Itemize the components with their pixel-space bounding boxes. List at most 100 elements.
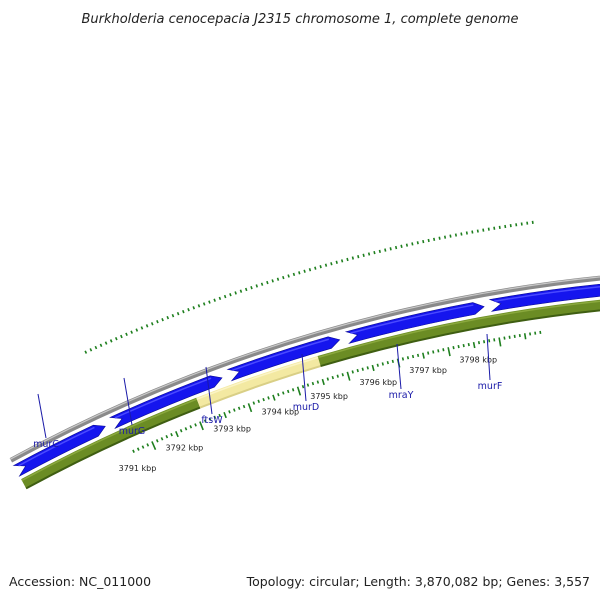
feature-band-light-edge (196, 356, 319, 400)
scale-minor-tick (223, 411, 227, 419)
outer-dot (340, 259, 344, 263)
outer-dot (223, 294, 227, 299)
gene-label[interactable]: murD (293, 402, 320, 413)
outer-dot (239, 289, 243, 293)
scale-minor-tick (189, 425, 193, 429)
outer-dot (416, 241, 419, 245)
outer-dot (266, 280, 269, 285)
gene-arrow[interactable] (109, 375, 223, 430)
scale-minor-tick (341, 373, 344, 377)
scale-tick-label: 3797 kbp (409, 366, 447, 375)
outer-dot (161, 317, 164, 322)
scale-minor-tick (503, 336, 506, 340)
scale-minor-tick (306, 383, 310, 387)
gene-arrow-sheen (114, 377, 212, 419)
outer-dot (378, 249, 381, 253)
scale-minor-tick (442, 348, 445, 352)
outer-dot (427, 238, 430, 243)
gene-arrow[interactable] (12, 424, 106, 477)
outer-dot (384, 248, 387, 252)
gene-label[interactable]: mraY (389, 390, 414, 401)
gene-label[interactable]: murF (478, 381, 503, 392)
backbone-highlight (10, 276, 600, 460)
outer-dot (135, 328, 139, 332)
scale-major-tick (447, 347, 451, 357)
scale-minor-tick (336, 374, 339, 378)
gene-leader-line (396, 343, 402, 390)
scale-tick-label: 3792 kbp (166, 444, 204, 453)
outer-dot (166, 315, 170, 320)
outer-dot (324, 263, 328, 267)
scale-minor-tick (401, 357, 405, 361)
scale-minor-tick (472, 341, 476, 349)
scale-minor-tick (467, 342, 470, 347)
outer-dot (187, 308, 190, 312)
scale-minor-tick (267, 396, 270, 400)
highlighted-feature-segment[interactable] (196, 356, 321, 409)
scale-minor-tick (141, 445, 145, 449)
gene-arrow[interactable] (226, 336, 341, 382)
outer-dot (449, 234, 452, 238)
scale-tick-track (132, 330, 542, 453)
outer-dot (308, 268, 312, 272)
scale-minor-tick (136, 447, 140, 451)
scale-minor-tick (175, 431, 179, 438)
scale-minor-tick (457, 344, 460, 349)
outer-dot (125, 332, 128, 337)
outer-dot (229, 293, 232, 297)
scale-minor-tick (184, 427, 188, 431)
scale-minor-tick (427, 351, 430, 355)
outer-dot (176, 311, 180, 316)
outer-dot (202, 302, 206, 306)
outer-dot (482, 228, 485, 232)
scale-major-tick (151, 441, 157, 451)
scale-minor-tick (361, 367, 364, 371)
gene-label[interactable]: ftsW (201, 415, 223, 426)
scale-minor-tick (321, 378, 325, 386)
outer-dot (218, 296, 222, 301)
outer-dot (298, 271, 301, 275)
gene-arrow-sheen (18, 426, 95, 467)
feature-band-edge (25, 406, 201, 490)
outer-dot (234, 291, 237, 295)
scale-minor-tick (228, 410, 231, 414)
outer-dot (351, 256, 355, 260)
gene-arrow-track (12, 283, 600, 477)
scale-minor-tick (462, 343, 465, 348)
outer-dot (471, 230, 474, 234)
scale-tick-label: 3793 kbp (213, 425, 251, 434)
outer-dot (104, 341, 108, 345)
scale-minor-tick (165, 435, 169, 439)
scale-minor-tick (132, 449, 135, 453)
feature-band-light-edge (21, 398, 198, 482)
outer-dot (156, 320, 159, 324)
scale-major-tick (498, 337, 502, 347)
outer-dot (287, 274, 290, 278)
scale-minor-tick (218, 413, 222, 418)
gene-label[interactable]: murG (119, 426, 146, 437)
gene-arrow[interactable] (344, 302, 485, 344)
genome-summary-text: Topology: circular; Length: 3,870,082 bp… (246, 574, 590, 589)
scale-minor-tick (381, 362, 384, 366)
scale-minor-tick (160, 437, 164, 441)
scale-tick-label: 3798 kbp (459, 356, 497, 365)
gene-leader-line (486, 333, 491, 381)
outer-dot (120, 334, 123, 339)
gene-label[interactable]: murC (33, 439, 59, 450)
outer-dot (140, 326, 144, 330)
outer-tick-track (84, 220, 534, 354)
gene-arrow[interactable] (488, 283, 600, 312)
scale-minor-tick (376, 363, 379, 367)
map-title: Burkholderia cenocepacia J2315 chromosom… (81, 12, 518, 27)
feature-band-segment[interactable] (317, 299, 600, 367)
gene-arrow-sheen (494, 286, 600, 303)
outer-dot (84, 350, 88, 354)
feature-band-track (21, 299, 600, 490)
outer-dot (276, 277, 280, 281)
scale-tick-label: 3796 kbp (359, 378, 397, 387)
feature-band-segment[interactable] (21, 397, 201, 489)
scale-minor-tick (331, 375, 334, 380)
scale-minor-tick (194, 423, 197, 427)
scale-minor-tick (488, 339, 491, 343)
